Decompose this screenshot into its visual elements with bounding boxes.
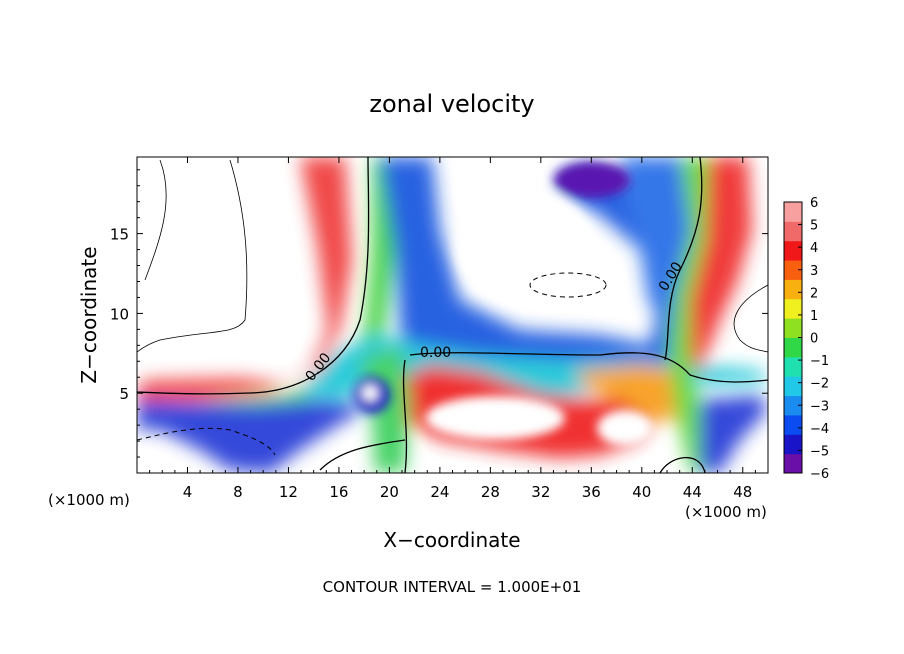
colorbar-tick-label: −6 [810,467,829,482]
colorbar-swatch [784,260,802,280]
contour-central [409,352,768,383]
y-axis-ticks: 5 10 15 [110,169,768,458]
contour-interval-note: CONTOUR INTERVAL = 1.000E+01 [323,578,582,596]
x-axis-label: X−coordinate [383,528,520,552]
central-cyan-band [300,335,768,400]
contour-right-thin [733,284,768,353]
chart-title: zonal velocity [369,90,534,118]
colorbar-swatch [784,298,802,319]
y-tick-label: 10 [110,305,129,323]
colorbar-tick-label: −2 [810,377,829,392]
colorbar-swatch [784,240,802,261]
colorbar-tick-label: −4 [810,422,829,437]
colorbar-swatch [784,434,802,455]
right-jet-green-band [668,157,710,473]
lower-left-negative-region [137,400,370,473]
x-tick-label: 28 [481,483,500,501]
upper-negative-core [380,157,690,375]
x-tick-label: 20 [380,483,399,501]
eddy-core-white [362,385,378,401]
colorbar-tick-label: −1 [810,354,829,369]
contour-top-left-thin [144,159,167,281]
velocity-field: 0.00 0.00 0.00 [137,157,768,473]
colorbar-swatch [784,279,802,300]
contour-left-jet [137,157,370,395]
contour-dashed-lower-left [137,427,276,456]
colorbar-swatch [784,221,802,242]
colorbar-tick-label: 2 [810,286,818,301]
right-upper-blue [620,157,690,320]
x-tick-label: 44 [683,483,702,501]
colorbar-swatch [784,318,802,338]
x-tick-label: 8 [233,483,243,501]
colorbar-swatch [784,356,802,377]
upper-purple-cap [554,162,630,198]
colorbar: 6 5 4 3 2 1 0 −1 −2 −3 −4 −5 −6 [783,196,829,482]
colorbar-tick-label: 0 [810,332,818,347]
colorbar-swatch [784,376,802,397]
x-tick-label: 48 [733,483,752,501]
colorbar-tick-label: −3 [810,399,829,414]
colorbar-tick-label: 5 [810,219,818,234]
y-tick-label: 5 [119,385,129,403]
upper-white-region [455,188,595,308]
x-axis-ticks: 4 8 12 16 20 24 28 32 36 40 44 48 [149,157,756,501]
x-tick-label: 12 [279,483,298,501]
left-jet-positive-region [137,157,352,400]
y-axis-label: Z−coordinate [77,246,101,383]
contour-lower-right [659,456,706,473]
colorbar-tick-label: 6 [810,196,818,211]
contour-right-jet [664,157,703,361]
lower-white-lobe [425,396,565,440]
x-tick-label: 16 [329,483,348,501]
x-unit-label-left: (×1000 m) [48,491,130,509]
x-tick-label: 36 [582,483,601,501]
y-tick-label: 15 [110,226,129,244]
colorbar-swatch [784,395,802,416]
x-tick-label: 32 [531,483,550,501]
contour-top-left-thin-2 [137,159,248,353]
colorbar-swatch [784,202,802,222]
contour-dashed-upper [529,272,607,298]
zero-contours [137,157,768,473]
x-tick-label: 4 [183,483,193,501]
contour-lower-left [319,439,406,471]
colorbar-swatch [784,337,802,358]
lower-right-white [597,410,653,446]
contour-label-2: 0.00 [420,345,451,361]
colorbar-swatch [784,453,802,474]
colorbar-tick-label: −5 [810,444,829,459]
x-tick-label: 40 [632,483,651,501]
lower-right-negative-region [700,395,768,473]
plot-area: 0.00 0.00 0.00 4 8 12 16 20 24 28 32 36 40 44 48 51… [110,156,769,501]
contour-lower-core [402,359,408,473]
lower-orange-lobe [575,365,700,420]
x-unit-label-right: (×1000 m) [685,503,767,521]
colorbar-tick-label: 3 [810,264,818,279]
colorbar-tick-label: 4 [810,241,818,256]
x-tick-label: 24 [430,483,449,501]
colorbar-tick-label: 1 [810,309,818,324]
colorbar-swatch [784,414,802,435]
